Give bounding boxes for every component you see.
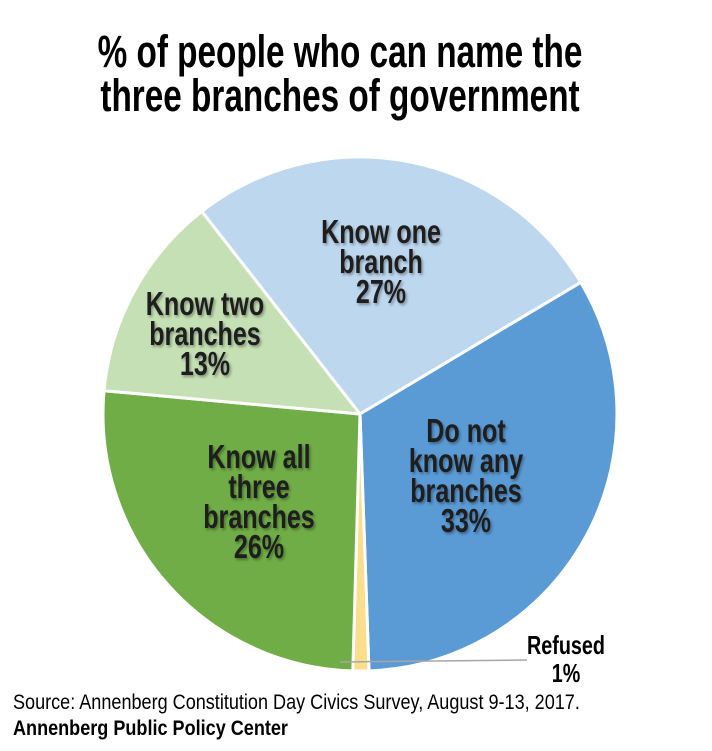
refused-leader-line <box>339 659 528 663</box>
source-text: Source: Annenberg Constitution Day Civic… <box>13 691 580 714</box>
slice-label-do-not-know-any-branches: Do not know any branches 33% <box>408 412 524 539</box>
slice-label-refused: Refused 1% <box>527 630 605 688</box>
pie-slice-know-all-three-branches <box>101 389 362 673</box>
slice-label-know-one-branch: Know one branch 27% <box>321 213 441 310</box>
pie-slice-know-two-branches <box>102 209 362 416</box>
pie-slice-do-not-know-any-branches <box>358 280 619 673</box>
source-org-text: Annenberg Public Policy Center <box>13 717 288 740</box>
slice-label-know-two-branches: Know two branches 13% <box>145 285 265 382</box>
source-note: Source: Annenberg Constitution Day Civic… <box>13 690 580 742</box>
pie-slice-know-one-branch <box>200 155 583 416</box>
slice-label-know-all-three-branches: Know all three branches 26% <box>203 438 315 565</box>
chart-title: % of people who can name the three branc… <box>97 26 583 121</box>
